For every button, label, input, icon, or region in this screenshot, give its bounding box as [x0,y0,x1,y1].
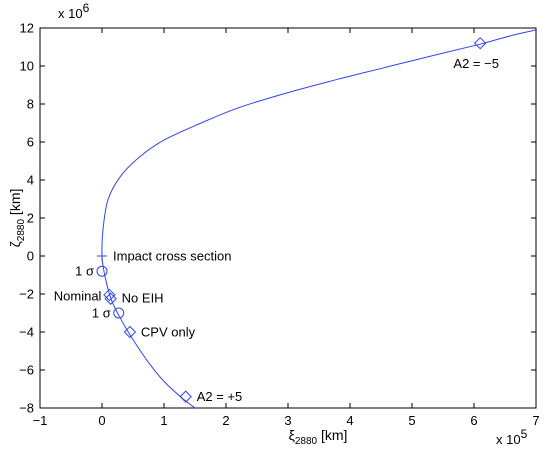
circle-marker [96,265,108,277]
y-multiplier-exp: 6 [83,1,90,15]
x-multiplier-exp: 5 [521,427,528,441]
x-tick-label: 3 [284,413,291,428]
annotation-label: A2 = −5 [453,56,499,71]
y-tick-label: 4 [27,173,34,188]
y-tick-label: −4 [19,325,34,340]
annotation-label: CPV only [141,325,196,340]
diamond-marker [179,390,192,403]
x-tick-label: 7 [532,413,539,428]
y-tick-label: 12 [20,21,34,36]
y-axis-symbol: ζ [7,241,23,247]
x-tick-label: 5 [408,413,415,428]
trajectory-line [101,29,537,409]
annotation-label: Impact cross section [113,249,232,264]
y-tick-label: −8 [19,401,34,416]
annotation-label: Nominal [54,288,102,303]
y-tick-label: 10 [20,59,34,74]
annotation-label: 1 σ [92,306,111,321]
y-multiplier-label: x 106 [58,1,90,21]
x-axis-symbol: ξ [289,427,295,443]
x-multiplier-base: x 10 [496,432,521,447]
x-tick-label: 1 [160,413,167,428]
y-tick-label: −2 [19,287,34,302]
annotation-label: A2 = +5 [197,389,243,404]
y-tick-label: 0 [27,249,34,264]
y-tick-label: 6 [27,135,34,150]
y-tick-label: −6 [19,363,34,378]
diamond-marker [473,36,487,50]
x-tick-label: 6 [470,413,477,428]
plot-frame [39,27,537,409]
diamond-marker [104,292,117,305]
y-tick-label: 2 [27,211,34,226]
x-tick-label: −1 [33,413,48,428]
y-axis-unit: [km] [7,189,23,219]
x-tick-label: 4 [346,413,353,428]
y-axis-title: ζ2880 [km] [7,189,27,248]
x-axis-title: ξ2880 [km] [289,427,348,447]
y-axis-sub: 2880 [16,219,27,242]
x-tick-label: 0 [98,413,105,428]
diamond-marker [103,288,116,302]
annotation-label: No EIH [122,290,164,305]
circle-marker [113,307,125,319]
y-tick-label: 8 [27,97,34,112]
x-tick-label: 2 [222,413,229,428]
x-multiplier-label: x 105 [496,427,528,447]
x-axis-unit: [km] [317,427,347,443]
x-axis-sub: 2880 [295,436,318,447]
annotation-label: 1 σ [75,264,94,279]
y-multiplier-base: x 10 [58,6,83,21]
diamond-marker [123,325,137,339]
